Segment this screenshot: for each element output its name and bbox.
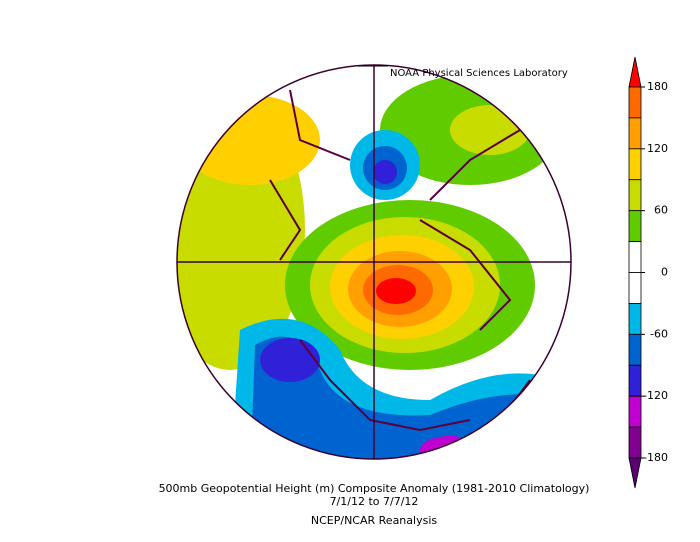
negative-area (420, 436, 480, 459)
colorbar-segment (628, 86, 642, 119)
colorbar-segment (628, 333, 642, 366)
colorbar-arrow (628, 56, 642, 88)
colorbar-segment (628, 395, 642, 428)
colorbar-segment (628, 426, 642, 459)
anomaly-field (177, 65, 571, 459)
colorbar-segment (628, 117, 642, 150)
colorbar-tick-label: 60 (654, 204, 668, 217)
negative-area (373, 160, 397, 184)
colorbar-tick-label: 120 (647, 142, 668, 155)
positive-area (376, 278, 416, 304)
colorbar-tick-label: 180 (647, 80, 668, 93)
colorbar-tick-label: -60 (650, 327, 668, 340)
colorbar-segment (628, 148, 642, 181)
colorbar-tick-label: -180 (643, 451, 668, 464)
dataset-label: NCEP/NCAR Reanalysis (311, 514, 437, 527)
colorbar-segment (628, 364, 642, 397)
map-title: 500mb Geopotential Height (m) Composite … (159, 482, 590, 495)
date-range: 7/1/12 to 7/7/12 (330, 495, 419, 508)
colorbar-segment (628, 210, 642, 242)
colorbar-segment (628, 303, 642, 335)
source-label: NOAA Physical Sciences Laboratory (390, 68, 568, 79)
negative-area (260, 338, 320, 382)
colorbar-tick-label: -120 (643, 389, 668, 402)
colorbar-tick-label: 0 (661, 266, 668, 279)
colorbar-segment (628, 179, 642, 212)
colorbar-segment (628, 241, 642, 273)
colorbar: 180 120 60 0 -60 -120 -180 (628, 56, 668, 489)
colorbar-segment (628, 272, 642, 304)
colorbar-arrow (628, 457, 642, 489)
coastline (269, 89, 531, 432)
